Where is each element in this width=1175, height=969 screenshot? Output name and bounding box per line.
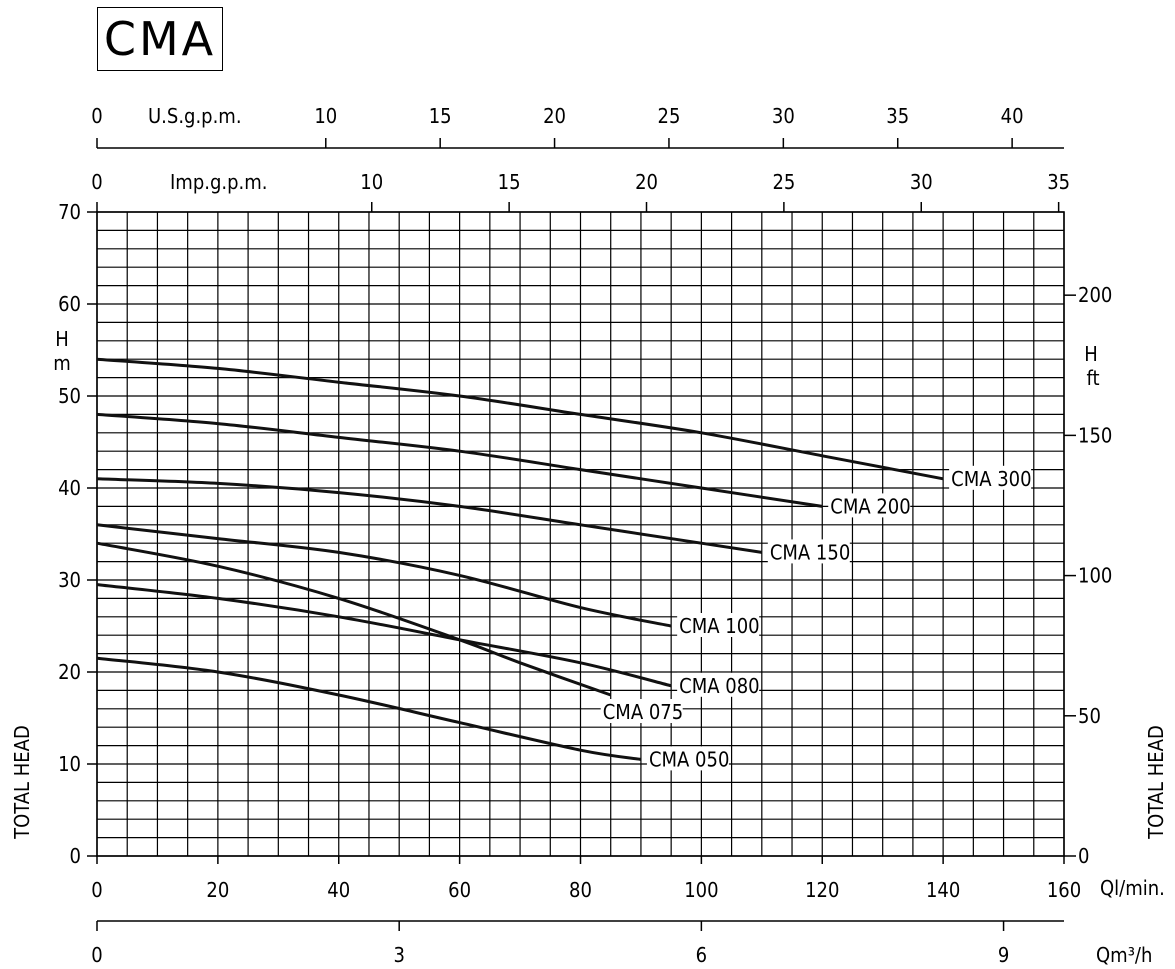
ft-tick-label: 50 [1078,704,1101,728]
y-unit-letter: H [55,327,69,351]
m3h-tick-label: 0 [91,943,102,967]
curve-cma-300 [96,357,944,481]
usgpm-label: U.S.g.p.m. [148,104,242,128]
series-label-bg [677,613,760,637]
x-tick-label: 40 [327,878,350,902]
y-tick-label: 60 [58,292,81,316]
y-tick-label: 20 [58,660,81,684]
ft-tick-label: 200 [1078,283,1112,307]
series-label-cma-200: CMA 200 [830,494,910,518]
x-axis-label: Ql/min. [1100,876,1165,900]
curve-cma-075 [96,541,612,697]
m3h-tick-label: 6 [696,943,707,967]
impgpm-tick-label: 25 [772,170,795,194]
y-unit: m [53,351,71,375]
usgpm-tick-label: 10 [314,104,337,128]
series-label-bg [767,539,850,564]
curve-cma-050 [96,656,642,761]
usgpm-tick-label: 20 [543,104,566,128]
series-label-cma-300: CMA 300 [951,467,1031,491]
usgpm-tick-label: 35 [886,104,909,128]
impgpm-tick-label: 20 [635,170,658,194]
series-label-bg [646,746,729,771]
x-tick-label: 20 [206,878,229,902]
m3h-tick-label: 3 [393,943,404,967]
impgpm-tick-label: 10 [360,170,383,194]
y-tick-label: 10 [58,752,81,776]
usgpm-tick-label: 40 [1001,104,1024,128]
curve-cma-100 [96,523,672,628]
impgpm-tick-label: 35 [1047,170,1070,194]
x-tick-label: 140 [926,878,960,902]
y-axis-title-right: TOTAL HEAD [1144,725,1168,840]
y-tick-label: 50 [58,384,81,408]
impgpm-tick-label: 15 [498,170,521,194]
x-tick-label: 120 [805,878,839,902]
usgpm-tick-label: 25 [658,104,681,128]
usgpm-tick-label: 15 [429,104,452,128]
series-label-bg [600,699,683,723]
series-label-cma-150: CMA 150 [770,540,850,564]
series-label-bg [828,493,911,518]
y-tick-label: 0 [70,844,81,868]
y-tick-label: 70 [58,200,81,224]
ft-unit-letter: H [1084,342,1098,366]
y-tick-label: 30 [58,568,81,592]
m3h-axis-label: Qm³/h [1096,943,1152,967]
x-tick-label: 80 [569,878,592,902]
ft-tick-label: 0 [1078,844,1089,868]
x-tick-label: 160 [1047,878,1081,902]
series-label-cma-075: CMA 075 [603,700,683,724]
grid [96,211,1065,857]
curves [96,357,944,761]
chart-title: CMA [97,7,223,71]
series-label-bg [949,465,1032,490]
m3h-tick-label: 9 [998,943,1009,967]
series-label-bg [677,672,760,697]
y-axis-title-left: TOTAL HEAD [10,725,34,840]
series-label-cma-050: CMA 050 [649,747,729,771]
curve-cma-200 [96,412,823,508]
ft-tick-label: 100 [1078,564,1112,588]
y-tick-label: 40 [58,476,81,500]
impgpm-label: Imp.g.p.m. [170,170,268,194]
series-label-cma-080: CMA 080 [679,674,759,698]
ft-unit: ft [1086,366,1099,390]
x-tick-label: 100 [684,878,718,902]
usgpm-tick-label: 30 [772,104,795,128]
curve-cma-080 [96,583,672,688]
x-tick-label: 60 [448,878,471,902]
impgpm-tick-label: 0 [91,170,102,194]
curve-cma-150 [96,477,763,554]
ft-tick-label: 150 [1078,423,1112,447]
usgpm-tick-label: 0 [91,104,102,128]
x-tick-label: 0 [91,878,102,902]
impgpm-tick-label: 30 [910,170,933,194]
series-label-cma-100: CMA 100 [679,614,759,638]
